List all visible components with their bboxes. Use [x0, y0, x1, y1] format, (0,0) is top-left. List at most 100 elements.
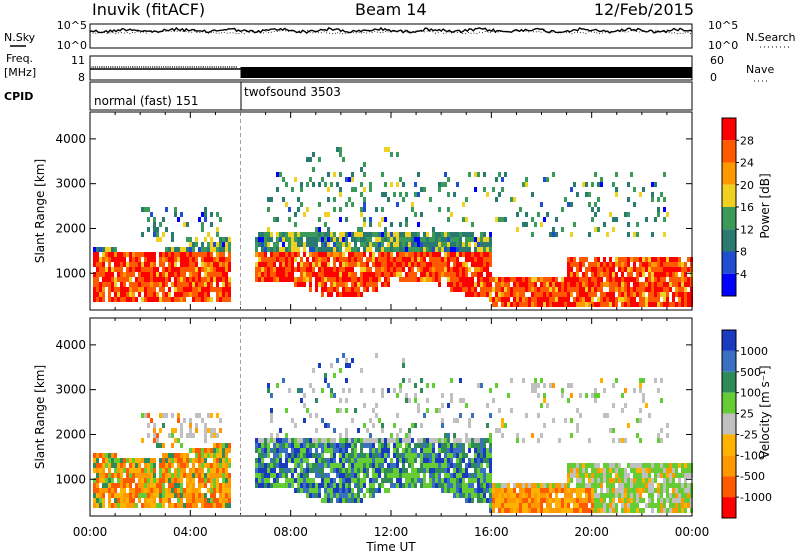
heatmap-cell	[201, 503, 204, 508]
heatmap-cell	[375, 272, 378, 277]
heatmap-cell	[213, 493, 216, 498]
heatmap-cell	[663, 207, 666, 212]
heatmap-cell	[159, 483, 162, 488]
heatmap-cell	[381, 192, 384, 197]
heatmap-cell	[363, 478, 366, 483]
heatmap-cell	[678, 473, 681, 478]
heatmap-cell	[489, 433, 492, 438]
heatmap-cell	[561, 483, 564, 488]
heatmap-cell	[372, 423, 375, 428]
heatmap-cell	[342, 282, 345, 287]
heatmap-cell	[213, 448, 216, 453]
heatmap-cell	[465, 257, 468, 262]
heatmap-cell	[258, 277, 261, 282]
heatmap-cell	[144, 282, 147, 287]
heatmap-cell	[186, 453, 189, 458]
heatmap-cell	[576, 267, 579, 272]
heatmap-cell	[195, 488, 198, 493]
heatmap-cell	[396, 182, 399, 187]
heatmap-cell	[288, 232, 291, 237]
heatmap-cell	[438, 478, 441, 483]
heatmap-cell	[300, 443, 303, 448]
heatmap-cell	[378, 267, 381, 272]
heatmap-cell	[429, 448, 432, 453]
heatmap-cell	[345, 262, 348, 267]
heatmap-cell	[687, 493, 690, 498]
heatmap-cell	[102, 267, 105, 272]
heatmap-cell	[378, 468, 381, 473]
heatmap-cell	[192, 483, 195, 488]
heatmap-cell	[579, 503, 582, 508]
heatmap-cell	[219, 483, 222, 488]
heatmap-cell	[618, 267, 621, 272]
heatmap-cell	[477, 252, 480, 257]
heatmap-cell	[357, 493, 360, 498]
heatmap-cell	[570, 468, 573, 473]
heatmap-cell	[564, 197, 567, 202]
heatmap-cell	[465, 292, 468, 297]
heatmap-cell	[456, 488, 459, 493]
heatmap-cell	[444, 433, 447, 438]
heatmap-cell	[423, 262, 426, 267]
heatmap-cell	[117, 458, 120, 463]
heatmap-cell	[114, 453, 117, 458]
heatmap-cell	[336, 267, 339, 272]
heatmap-cell	[591, 488, 594, 493]
heatmap-cell	[489, 282, 492, 287]
heatmap-cell	[276, 217, 279, 222]
heatmap-cell	[102, 493, 105, 498]
heatmap-cell	[294, 277, 297, 282]
heatmap-cell	[279, 252, 282, 257]
heatmap-cell	[411, 468, 414, 473]
heatmap-cell	[579, 463, 582, 468]
heatmap-cell	[624, 468, 627, 473]
heatmap-cell	[393, 257, 396, 262]
heatmap-cell	[504, 282, 507, 287]
heatmap-cell	[516, 212, 519, 217]
heatmap-cell	[135, 468, 138, 473]
heatmap-cell	[93, 503, 96, 508]
heatmap-cell	[255, 468, 258, 473]
heatmap-cell	[447, 488, 450, 493]
heatmap-cell	[342, 498, 345, 503]
heatmap-cell	[372, 262, 375, 267]
heatmap-cell	[387, 257, 390, 262]
heatmap-cell	[459, 282, 462, 287]
heatmap-cell	[351, 282, 354, 287]
heatmap-cell	[474, 443, 477, 448]
heatmap-cell	[474, 237, 477, 242]
heatmap-cell	[651, 488, 654, 493]
heatmap-cell	[354, 277, 357, 282]
heatmap-cell	[609, 212, 612, 217]
heatmap-cell	[633, 493, 636, 498]
heatmap-cell	[153, 473, 156, 478]
heatmap-cell	[183, 463, 186, 468]
heatmap-cell	[480, 257, 483, 262]
heatmap-cell	[219, 297, 222, 302]
heatmap-cell	[99, 488, 102, 493]
heatmap-cell	[111, 483, 114, 488]
heatmap-cell	[129, 257, 132, 262]
heatmap-cell	[150, 262, 153, 267]
heatmap-cell	[366, 468, 369, 473]
heatmap-cell	[201, 252, 204, 257]
heatmap-cell	[504, 292, 507, 297]
heatmap-cell	[639, 483, 642, 488]
heatmap-cell	[201, 458, 204, 463]
heatmap-cell	[639, 388, 642, 393]
heatmap-cell	[378, 453, 381, 458]
heatmap-cell	[162, 458, 165, 463]
heatmap-cell	[564, 488, 567, 493]
colorbar-tick-label: 12	[740, 223, 754, 236]
heatmap-cell	[429, 277, 432, 282]
heatmap-cell	[222, 463, 225, 468]
heatmap-cell	[189, 282, 192, 287]
heatmap-cell	[372, 483, 375, 488]
heatmap-cell	[225, 297, 228, 302]
heatmap-cell	[381, 388, 384, 393]
heatmap-cell	[360, 242, 363, 247]
heatmap-cell	[378, 272, 381, 277]
heatmap-cell	[576, 468, 579, 473]
heatmap-cell	[402, 463, 405, 468]
heatmap-cell	[393, 267, 396, 272]
